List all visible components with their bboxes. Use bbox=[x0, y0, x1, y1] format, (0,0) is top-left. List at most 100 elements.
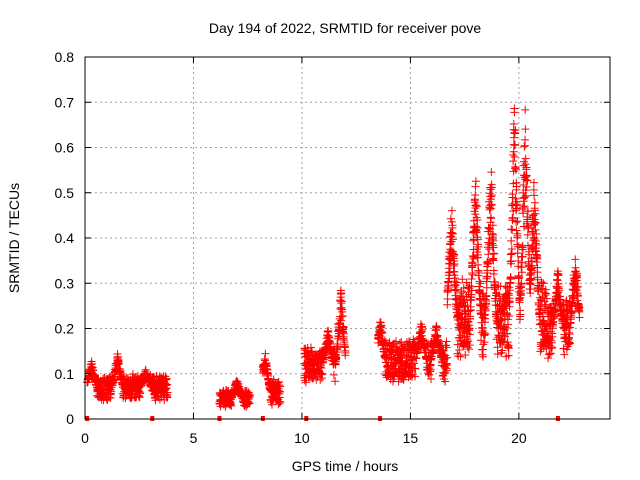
data-point bbox=[486, 185, 495, 194]
data-point bbox=[162, 374, 171, 383]
data-point bbox=[444, 281, 453, 290]
data-point bbox=[275, 381, 284, 390]
x-tick-label: 0 bbox=[81, 430, 89, 446]
data-point bbox=[410, 359, 419, 368]
data-point bbox=[509, 147, 518, 156]
data-point bbox=[532, 229, 541, 238]
data-point bbox=[464, 307, 473, 316]
data-point bbox=[512, 218, 521, 227]
data-point bbox=[448, 229, 457, 238]
x-tick-label: 15 bbox=[403, 430, 419, 446]
data-point bbox=[418, 325, 427, 334]
data-point bbox=[411, 364, 420, 373]
data-point bbox=[227, 401, 236, 410]
y-tick-label: 0.2 bbox=[55, 321, 75, 337]
data-point bbox=[489, 249, 498, 258]
data-point bbox=[539, 316, 548, 325]
data-point bbox=[565, 339, 574, 348]
data-point bbox=[306, 343, 315, 352]
chart-title: Day 194 of 2022, SRMTID for receiver pov… bbox=[209, 20, 482, 36]
data-point bbox=[524, 223, 533, 232]
data-point bbox=[501, 282, 510, 291]
data-point bbox=[471, 177, 480, 186]
data-point bbox=[482, 283, 491, 292]
data-point bbox=[465, 324, 474, 333]
data-point bbox=[548, 343, 557, 352]
data-point bbox=[512, 206, 521, 215]
data-point bbox=[377, 323, 386, 332]
data-point bbox=[513, 240, 522, 249]
data-point bbox=[510, 108, 519, 117]
data-point bbox=[544, 354, 553, 363]
data-point bbox=[512, 165, 521, 174]
data-point bbox=[395, 339, 404, 348]
data-point bbox=[512, 226, 521, 235]
data-point bbox=[319, 357, 328, 366]
data-point bbox=[163, 380, 172, 389]
data-point bbox=[488, 221, 497, 230]
data-point bbox=[510, 129, 519, 138]
data-point bbox=[509, 120, 518, 129]
data-point bbox=[397, 353, 406, 362]
data-point bbox=[337, 299, 346, 308]
data-point bbox=[480, 338, 489, 347]
data-point bbox=[524, 207, 533, 216]
data-point bbox=[513, 200, 522, 209]
data-point bbox=[533, 263, 542, 272]
data-point bbox=[542, 294, 551, 303]
data-point bbox=[87, 359, 96, 368]
data-point bbox=[163, 393, 172, 402]
data-point bbox=[541, 322, 550, 331]
data-point bbox=[573, 282, 582, 291]
data-point bbox=[487, 200, 496, 209]
data-point bbox=[486, 225, 495, 234]
data-point bbox=[531, 246, 540, 255]
data-point bbox=[545, 349, 554, 358]
data-point bbox=[484, 259, 493, 268]
data-point bbox=[471, 190, 480, 199]
data-point bbox=[474, 268, 483, 277]
data-point bbox=[480, 329, 489, 338]
data-point bbox=[518, 252, 527, 261]
data-point bbox=[539, 279, 548, 288]
data-point bbox=[515, 298, 524, 307]
data-point bbox=[494, 292, 503, 301]
data-point bbox=[575, 313, 584, 322]
data-point bbox=[520, 142, 529, 151]
data-point bbox=[507, 236, 516, 245]
data-point bbox=[542, 344, 551, 353]
data-point bbox=[571, 278, 580, 287]
data-point bbox=[449, 249, 458, 258]
data-point bbox=[489, 256, 498, 265]
data-point bbox=[441, 341, 450, 350]
data-point bbox=[527, 274, 536, 283]
data-point bbox=[505, 312, 514, 321]
y-tick-label: 0.5 bbox=[55, 185, 75, 201]
data-point bbox=[531, 218, 540, 227]
data-point bbox=[329, 370, 338, 379]
data-point bbox=[341, 346, 350, 355]
data-point bbox=[498, 346, 507, 355]
data-point bbox=[479, 352, 488, 361]
data-point bbox=[482, 291, 491, 300]
data-point bbox=[505, 298, 514, 307]
data-point bbox=[521, 135, 530, 144]
data-point bbox=[447, 217, 456, 226]
data-point bbox=[487, 200, 496, 209]
data-point bbox=[484, 238, 493, 247]
data-point bbox=[276, 382, 285, 391]
data-point bbox=[398, 354, 407, 363]
data-point bbox=[546, 327, 555, 336]
data-point bbox=[338, 311, 347, 320]
x-tick-label: 20 bbox=[511, 430, 527, 446]
data-point bbox=[136, 389, 145, 398]
data-point bbox=[466, 314, 475, 323]
data-point bbox=[261, 349, 270, 358]
data-point bbox=[475, 277, 484, 286]
data-point bbox=[560, 350, 569, 359]
data-point bbox=[465, 281, 474, 290]
data-point bbox=[517, 263, 526, 272]
data-point bbox=[467, 286, 476, 295]
data-point bbox=[510, 152, 519, 161]
